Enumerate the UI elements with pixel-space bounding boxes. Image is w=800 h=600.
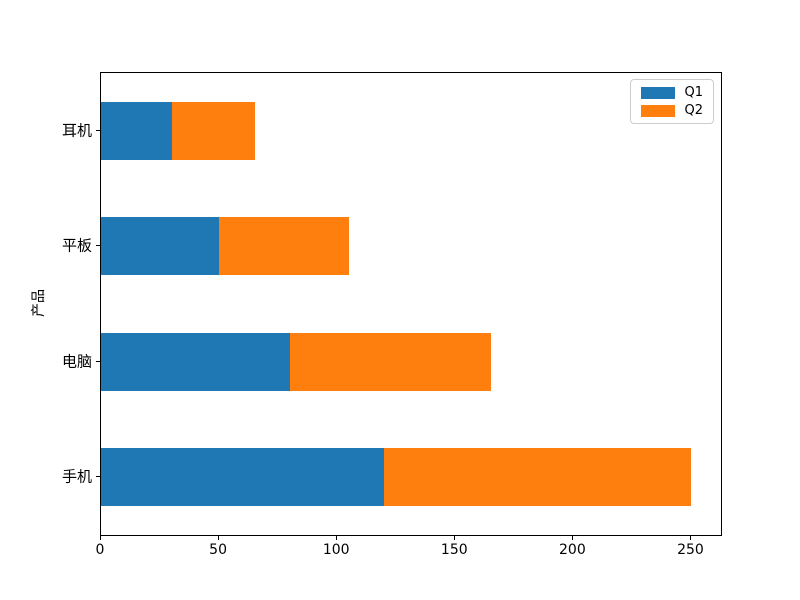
x-tick-label-250: 250 [677, 542, 704, 558]
bars-layer [101, 73, 721, 535]
x-tick-mark [218, 536, 220, 540]
y-tick-mark [96, 476, 100, 478]
y-tick-label-手机: 手机 [61, 467, 92, 486]
x-tick-mark [572, 536, 574, 540]
x-tick-mark [690, 536, 692, 540]
x-tick-label-100: 100 [322, 542, 350, 558]
bar-segment-平板-Q1 [101, 217, 220, 276]
bar-segment-平板-Q2 [219, 217, 349, 276]
legend: Q1 Q2 [630, 79, 714, 124]
legend-item-q2: Q2 [641, 104, 703, 117]
x-tick-mark [454, 536, 456, 540]
x-tick-mark [100, 536, 101, 540]
y-tick-mark [96, 245, 100, 247]
x-tick-label-150: 150 [440, 542, 468, 558]
y-tick-mark [96, 360, 100, 362]
bar-segment-耳机-Q1 [101, 101, 172, 160]
bar-segment-电脑-Q2 [289, 332, 491, 391]
x-tick-mark [336, 536, 338, 540]
legend-label-q1: Q1 [684, 85, 703, 100]
plot-area: Q1 Q2 [100, 72, 722, 536]
legend-swatch-q1 [641, 86, 676, 99]
legend-swatch-q2 [641, 104, 676, 117]
y-tick-label-电脑: 电脑 [61, 352, 92, 371]
y-axis-title: 产品 [31, 289, 47, 317]
y-tick-mark [96, 129, 100, 131]
bar-segment-电脑-Q1 [101, 332, 290, 391]
bar-segment-手机-Q1 [101, 448, 385, 507]
bar-segment-耳机-Q2 [171, 101, 255, 160]
x-tick-label-0: 0 [95, 542, 105, 558]
y-tick-label-耳机: 耳机 [61, 121, 92, 140]
legend-label-q2: Q2 [684, 103, 703, 118]
y-tick-label-平板: 平板 [61, 236, 92, 255]
x-tick-label-50: 50 [209, 542, 228, 558]
legend-item-q1: Q1 [641, 86, 703, 99]
bar-segment-手机-Q2 [384, 448, 692, 507]
x-tick-label-200: 200 [559, 542, 586, 558]
